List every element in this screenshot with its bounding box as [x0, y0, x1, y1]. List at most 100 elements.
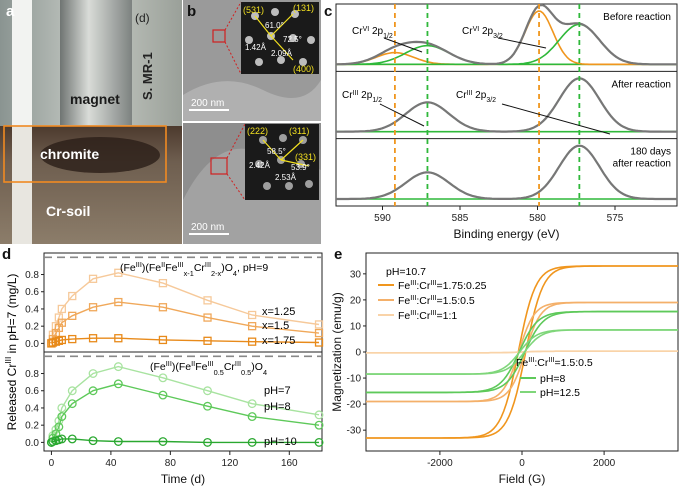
panel-c-xps-chart: Before reaction After reaction 180 daysaft… — [324, 3, 678, 241]
xtick-label-0: 0 — [519, 458, 525, 469]
dist-top-1: 1.42Å — [245, 43, 267, 52]
series-label-1: x=1.5 — [262, 320, 289, 332]
magnet-bar — [60, 0, 132, 125]
arrow-2 — [497, 37, 547, 49]
ann-crvi-2p32: CrVI 2p3/2 — [462, 26, 503, 40]
marker-top-1-4 — [57, 318, 66, 327]
marker-top-2-4 — [57, 335, 66, 345]
sublabel-d: (d) — [135, 11, 150, 25]
panel-letter-d: d — [2, 246, 11, 263]
legend-label-2: FeIII:CrIII=1:1 — [398, 308, 457, 323]
yaxis-title: Magnetization (emu/g) — [330, 292, 344, 411]
marker-bottom-1-6 — [88, 386, 98, 396]
xtick-label-0: 0 — [49, 458, 55, 469]
ytick-label-bottom-0.4: 0.4 — [25, 403, 39, 414]
marker-bottom-0-6 — [88, 369, 98, 378]
arrow-4 — [501, 103, 611, 135]
marker-bottom-1-10 — [247, 412, 257, 422]
ann-criii-2p32: CrIII 2p3/2 — [456, 90, 496, 104]
ytick-label-bottom-0: 0.0 — [25, 438, 39, 449]
envelope-0 — [335, 3, 677, 66]
series-label-3: pH=7 — [264, 385, 291, 397]
marker-bottom-1-9 — [203, 401, 212, 411]
panel-a-photo: a (d) S. MR-1 magnet chromite Cr-soil — [0, 0, 182, 244]
angle-bot-1: 58.5° — [267, 147, 286, 156]
xaxis-title: Time (d) — [161, 472, 205, 486]
marker-bottom-1-4 — [57, 412, 67, 422]
series-title-top: (FeIII)(FeIIFeIIIx-1CrIII2-x)O4, pH=9 — [120, 260, 268, 278]
marker-bottom-1-3 — [54, 422, 64, 432]
ann-crvi-2p12: CrVI 2p1/2 — [352, 26, 393, 40]
marker-top-0-11 — [314, 320, 324, 329]
marker-bottom-0-8 — [158, 373, 168, 383]
fit-peak-2-1 — [336, 144, 677, 200]
series-label-4: pH=8 — [264, 401, 291, 413]
magnet-label: magnet — [70, 91, 120, 107]
angle-top-2: 72.5° — [283, 35, 302, 44]
envelope-1 — [336, 77, 677, 133]
marker-top-2-7 — [114, 334, 123, 343]
xtick-label-580: 580 — [529, 213, 546, 224]
marker-bottom-0-5 — [67, 386, 77, 396]
arrow-1 — [383, 37, 423, 53]
marker-bottom-2-9 — [203, 437, 212, 447]
marker-bottom-0-10 — [247, 399, 257, 409]
miller-top-2: (131) — [293, 3, 314, 13]
marker-top-1-5 — [68, 311, 77, 320]
marker-bottom-2-7 — [113, 437, 123, 446]
marker-bottom-0-9 — [203, 386, 212, 396]
marker-top-2-11 — [314, 338, 324, 347]
panel-letter-b: b — [187, 3, 196, 20]
marker-top-1-6 — [88, 303, 98, 312]
marker-top-0-10 — [247, 310, 257, 320]
ytick-label-bottom-0.6: 0.6 — [25, 386, 39, 397]
marker-top-2-8 — [158, 335, 168, 345]
marker-bottom-2-6 — [88, 436, 98, 446]
ytick-label-top-0.6: 0.6 — [25, 287, 39, 298]
scalebar-top: 200 nm — [191, 98, 224, 109]
marker-top-1-9 — [203, 313, 212, 322]
marker-bottom-2-8 — [158, 437, 168, 446]
ytick-label-30: 30 — [350, 269, 362, 280]
chromite-box — [3, 125, 167, 183]
marker-top-2-10 — [247, 337, 257, 346]
marker-bottom-2-11 — [314, 437, 324, 447]
marker-top-0-4 — [57, 304, 66, 314]
ytick-label-0: 0 — [355, 348, 361, 359]
ytick-label-bottom-0.2: 0.2 — [25, 421, 39, 432]
xtick-label-585: 585 — [452, 213, 469, 224]
legend1-title: pH=10.7 — [386, 266, 426, 278]
ann-criii-2p12: CrIII 2p1/2 — [342, 90, 382, 104]
marker-bottom-2-4 — [57, 434, 67, 444]
series-title-bottom: (FeIII)(FeIIFeIII0.5CrIII0.5)O4 — [150, 359, 267, 377]
subpanel-label2-2: after reaction — [613, 159, 671, 170]
loop-4-down — [366, 329, 678, 375]
marker-top-2-6 — [88, 334, 98, 343]
marker-bottom-2-5 — [67, 434, 77, 444]
plot-frame — [335, 3, 678, 207]
chromite-label: chromite — [40, 146, 99, 162]
series-label-0: x=1.25 — [262, 306, 295, 318]
marker-bottom-1-11 — [314, 420, 324, 430]
ytick-label--10: -10 — [347, 374, 362, 385]
marker-top-1-11 — [314, 328, 324, 338]
legend-label-0: FeIII:CrIII=1.75:0.25 — [398, 278, 487, 293]
xtick-label-590: 590 — [374, 213, 391, 224]
loop-0-down — [366, 265, 678, 439]
miller-bot-1: (222) — [247, 126, 268, 136]
xtick-label-80: 80 — [165, 458, 177, 469]
marker-bottom-2-10 — [247, 437, 257, 447]
xaxis-title: Binding energy (eV) — [453, 227, 559, 241]
marker-top-0-9 — [203, 296, 212, 305]
ytick-label-top-0.4: 0.4 — [25, 304, 39, 315]
envelope-2 — [336, 144, 677, 201]
soil-label: Cr-soil — [46, 203, 90, 219]
fit-peak-0-3 — [336, 23, 677, 66]
xtick-label-575: 575 — [607, 213, 624, 224]
ytick-label-top-0: 0.0 — [25, 339, 39, 350]
marker-top-0-8 — [158, 278, 168, 288]
marker-top-2-9 — [203, 336, 212, 345]
miller-bot-3: (331) — [295, 152, 316, 162]
series-label-5: pH=10 — [264, 436, 297, 448]
xtick-label-120: 120 — [221, 458, 238, 469]
